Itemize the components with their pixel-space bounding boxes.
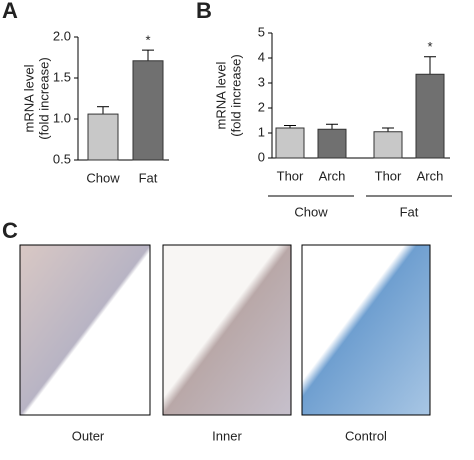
x-tick-label: Fat [139, 170, 158, 185]
y-tick-label: 2.0 [53, 28, 71, 43]
image-caption: Control [345, 428, 387, 443]
bar [373, 131, 403, 159]
bar [132, 60, 164, 161]
y-axis-label: mRNA level [21, 64, 36, 132]
y-axis-label: (fold increase) [228, 54, 243, 136]
micrograph [162, 244, 292, 416]
x-tick-label: Chow [86, 170, 120, 185]
y-tick-label: 3 [258, 74, 265, 89]
significance: * [427, 39, 432, 54]
x-tick-label: Arch [319, 168, 346, 183]
y-tick-label: 5 [258, 24, 265, 39]
image-caption: Inner [212, 428, 242, 443]
y-axis-label: mRNA level [213, 61, 228, 129]
bar [87, 113, 119, 161]
panel-label: A [2, 0, 18, 23]
y-tick-label: 1 [258, 124, 265, 139]
bar [415, 73, 445, 159]
y-tick-label: 1.0 [53, 110, 71, 125]
panel-label: B [196, 0, 212, 23]
group-label: Fat [400, 204, 419, 219]
image-caption: Outer [72, 428, 105, 443]
y-tick-label: 0 [258, 149, 265, 164]
bar [275, 127, 305, 159]
bar [317, 128, 347, 159]
y-tick-label: 0.5 [53, 151, 71, 166]
y-tick-label: 1.5 [53, 69, 71, 84]
x-tick-label: Thor [375, 168, 402, 183]
y-tick-label: 4 [258, 49, 265, 64]
micrograph [301, 244, 431, 416]
y-tick-label: 2 [258, 99, 265, 114]
y-axis-label: (fold increase) [36, 57, 51, 139]
significance: * [145, 33, 150, 48]
group-label: Chow [294, 204, 328, 219]
x-tick-label: Arch [417, 168, 444, 183]
panel-label: C [2, 218, 18, 243]
micrograph [19, 244, 151, 416]
x-tick-label: Thor [277, 168, 304, 183]
